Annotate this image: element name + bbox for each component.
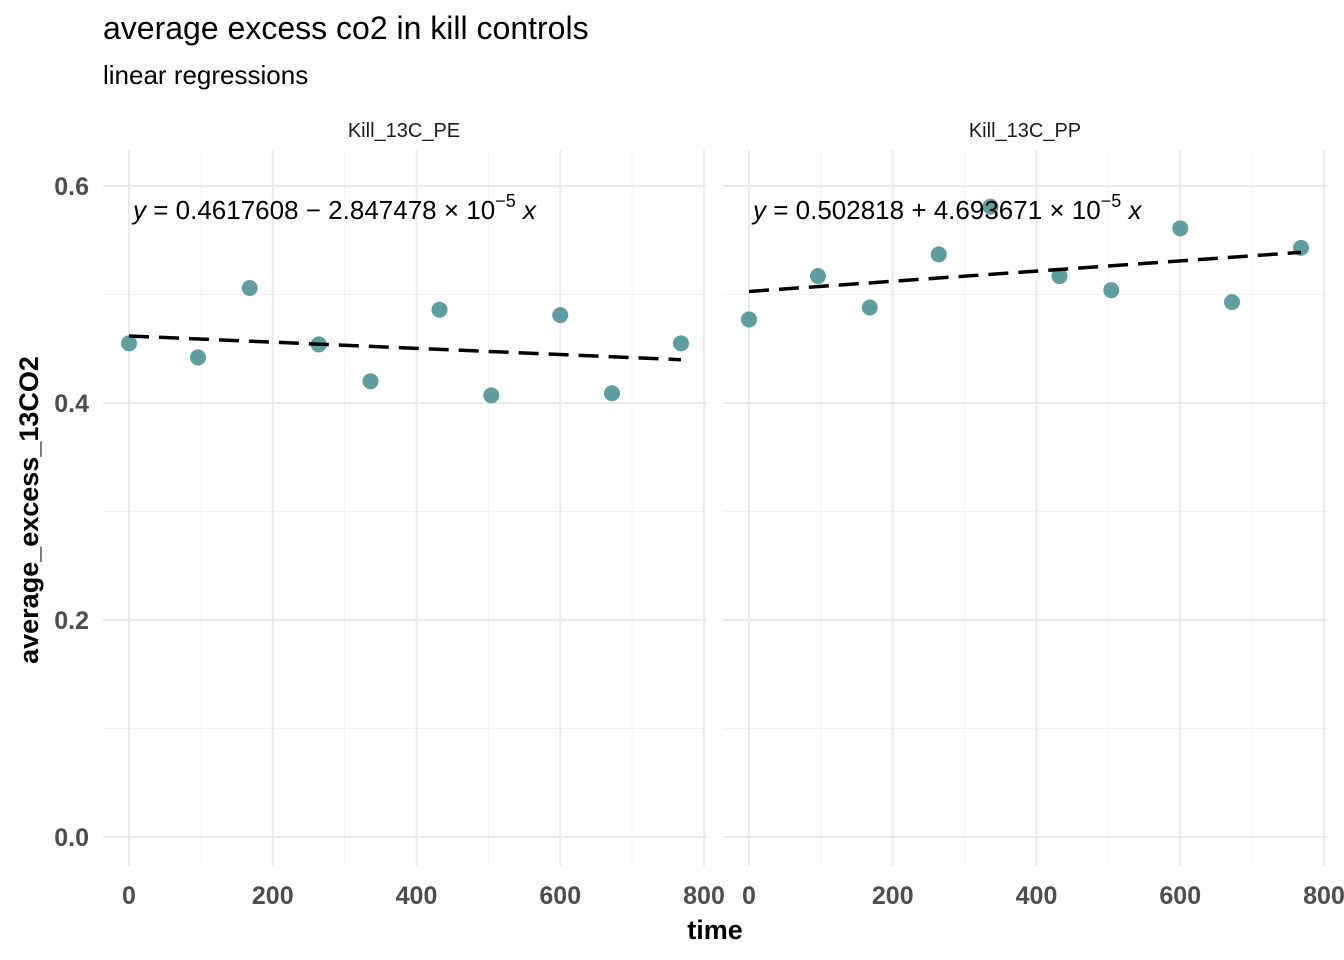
data-point [1103, 282, 1120, 299]
facet-strip-label: Kill_13C_PP [969, 120, 1081, 142]
data-point [552, 307, 569, 324]
data-point [431, 301, 448, 318]
x-tick-label: 0 [122, 882, 136, 910]
data-point [741, 311, 757, 328]
data-point [930, 246, 947, 263]
regression-equation: y = 0.502818 + 4.693671 × 10−5 x [751, 191, 1143, 225]
data-point [241, 279, 258, 296]
regression-line [128, 334, 682, 362]
data-point [1224, 294, 1240, 311]
x-axis-title: time [687, 915, 743, 945]
x-tick-label: 0 [742, 882, 756, 910]
x-tick-label: 800 [1303, 882, 1344, 910]
data-point [1051, 268, 1068, 285]
data-point [121, 335, 137, 352]
data-point [483, 387, 500, 404]
data-point [861, 299, 878, 316]
regression-equation: y = 0.4617608 − 2.847478 × 10−5 x [131, 191, 537, 225]
x-tick-label: 400 [396, 882, 438, 910]
y-axis-title: average_excess_13CO2 [14, 356, 44, 664]
x-tick-label: 600 [539, 882, 581, 910]
data-point [190, 349, 206, 366]
data-point [982, 198, 999, 215]
y-tick-label: 0.6 [54, 173, 89, 201]
data-point [362, 373, 379, 390]
chart-subtitle: linear regressions [103, 60, 309, 90]
y-tick-label: 0.2 [54, 607, 89, 635]
x-tick-label: 200 [252, 882, 294, 910]
x-tick-label: 800 [683, 882, 725, 910]
regression-line [748, 250, 1302, 294]
x-tick-label: 200 [872, 882, 914, 910]
y-tick-label: 0.0 [54, 824, 89, 852]
data-point [673, 335, 689, 352]
x-tick-label: 600 [1159, 882, 1201, 910]
chart-title: average excess co2 in kill controls [103, 10, 589, 46]
data-point [604, 385, 620, 402]
y-tick-label: 0.4 [54, 390, 89, 418]
data-point [1172, 220, 1189, 237]
x-tick-label: 400 [1016, 882, 1058, 910]
facet-strip-label: Kill_13C_PE [348, 120, 460, 142]
data-point [810, 268, 826, 285]
